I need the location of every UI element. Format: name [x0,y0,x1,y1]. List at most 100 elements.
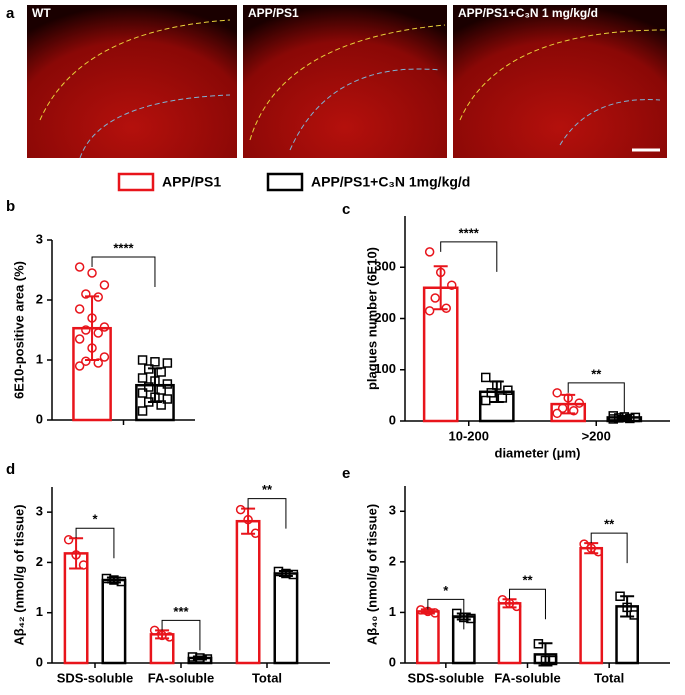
x-tick-label: Total [252,670,282,685]
data-point [250,528,261,539]
panel-label: e [342,465,350,482]
panel-label: a [6,5,15,22]
x-tick-label: SDS-soluble [408,670,485,685]
data-point [540,655,551,666]
data-point [137,388,148,398]
y-tick-label: 2 [36,554,43,569]
data-point [615,591,625,601]
data-point [74,361,85,371]
data-point [435,267,446,278]
significance-bracket [161,619,201,651]
error-bar [620,595,635,618]
y-axis-label: 6E10-positive area (%) [11,261,26,399]
data-point [547,655,558,666]
x-tick-label: Total [594,670,624,685]
image-label: APP/PS1 [248,6,299,20]
x-axis-label: diameter (μm) [495,445,581,460]
legend-swatch [117,172,155,192]
significance-bracket [590,532,628,564]
data-point [150,357,160,367]
data-point [243,514,253,525]
bar [579,546,604,665]
data-point [81,289,91,299]
y-axis-label: plaques number (6E10) [364,247,379,390]
y-tick-label: 0 [36,411,43,426]
data-point [486,388,497,398]
significance-label: *** [173,604,189,619]
image-label: APP/PS1+C₃N 1 mg/kg/d [458,6,598,20]
data-point [162,394,173,404]
data-point [424,306,435,316]
boundary [79,94,231,159]
bar [235,519,261,665]
y-tick-label: 1 [389,604,396,619]
data-point [430,608,440,618]
data-point [288,569,299,580]
y-tick-label: 2 [389,553,396,568]
error-bar [85,295,100,361]
data-point [71,550,81,560]
legend-label: APP/PS1 [162,174,221,190]
boundary [39,19,231,121]
data-point [466,613,476,624]
data-point [614,413,624,423]
y-tick-label: 2 [36,291,43,306]
error-bar [561,393,576,415]
y-tick-label: 3 [389,503,396,518]
data-point [137,355,148,365]
significance-label: ** [522,573,533,588]
data-point [116,576,127,587]
y-tick-label: 200 [374,310,396,325]
data-point [156,385,166,395]
data-point [441,303,451,313]
data-point [150,376,160,386]
data-point [162,379,173,389]
x-tick-label: SDS-soluble [57,670,134,685]
y-axis-label: Aβ₄₀ (nmol/g of tissue) [364,504,379,645]
boundary [459,29,666,121]
data-point [552,388,562,398]
significance-label: ** [591,366,602,381]
data-point [74,262,85,272]
data-point [430,293,440,303]
y-axis-label: Aβ₄₂ (nmol/g of tissue) [11,504,26,645]
data-point [93,292,103,302]
data-point [144,382,154,392]
data-point [492,380,502,390]
data-point [87,313,97,323]
data-point [424,247,435,257]
data-point [87,268,97,278]
data-point [629,610,639,620]
panel-label: b [6,198,15,215]
data-point [162,358,173,368]
data-point [574,398,584,408]
error-bar [433,265,448,311]
bar [273,572,299,665]
data-point [99,352,110,362]
significance-label: **** [113,240,134,255]
x-tick-label: >200 [582,428,611,443]
boundary [249,24,446,141]
bar [497,602,522,665]
data-point [533,639,544,649]
data-point [552,408,562,419]
data-point [99,322,110,332]
significance-bracket [427,598,465,630]
data-point [481,372,491,383]
data-point [149,625,160,636]
significance-label: **** [459,225,480,240]
data-point [481,395,491,406]
data-point [78,560,89,570]
micrograph [243,5,447,158]
data-point [87,343,97,353]
data-point [156,367,166,377]
bar [63,552,89,665]
y-tick-label: 0 [389,654,396,669]
y-tick-label: 100 [374,361,396,376]
legend-swatch [266,172,304,192]
y-tick-label: 3 [36,231,43,246]
significance-label: ** [604,517,615,532]
bar [416,610,440,665]
significance-bracket [75,527,115,559]
